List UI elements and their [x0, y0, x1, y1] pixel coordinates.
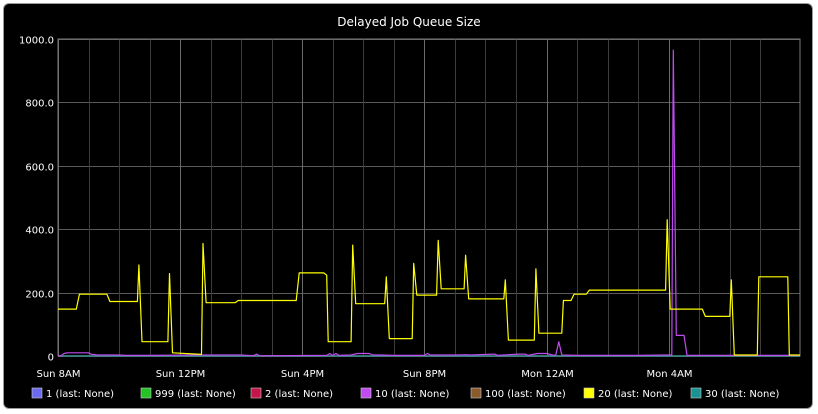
legend-label: 2 (last: None)	[265, 389, 333, 400]
plot-border	[57, 38, 801, 357]
legend-label: 999 (last: None)	[155, 389, 236, 400]
chart-title: Delayed Job Queue Size	[337, 15, 480, 29]
y-tick-label: 0	[48, 353, 54, 364]
legend-item: 2 (last: None)	[250, 387, 333, 400]
legend-label: 100 (last: None)	[485, 389, 566, 400]
legend-swatch	[31, 387, 43, 399]
legend-swatch	[250, 387, 262, 399]
y-tick-label: 1000.0	[19, 36, 54, 47]
y-tick-label: 200.0	[25, 290, 54, 301]
x-tick-label: Sun 12PM	[156, 369, 206, 380]
x-tick-label: Sun 8AM	[36, 369, 80, 380]
x-tick-label: Sun 8PM	[403, 369, 446, 380]
legend-label: 10 (last: None)	[375, 389, 449, 400]
legend-swatch	[690, 387, 702, 399]
legend-item: 999 (last: None)	[140, 387, 236, 400]
chart-frame	[3, 3, 813, 409]
legend-label: 20 (last: None)	[598, 389, 672, 400]
legend-item: 1 (last: None)	[31, 387, 114, 400]
legend-label: 30 (last: None)	[705, 389, 779, 400]
series-lines	[58, 49, 800, 357]
x-tick-label: Mon 4AM	[646, 369, 692, 380]
series-line-3	[58, 49, 800, 357]
legend: 1 (last: None) 999 (last: None) 2 (last: N…	[31, 387, 779, 400]
legend-swatch	[583, 387, 595, 399]
legend-swatch	[360, 387, 372, 399]
x-tick-label: Sun 4PM	[281, 369, 324, 380]
legend-item: 100 (last: None)	[470, 387, 566, 400]
legend-item: 10 (last: None)	[360, 387, 449, 400]
series-line-5	[58, 219, 800, 356]
legend-item: 20 (last: None)	[583, 387, 672, 400]
legend-swatch	[470, 387, 482, 399]
legend-label: 1 (last: None)	[46, 389, 114, 400]
legend-item: 30 (last: None)	[690, 387, 779, 400]
axes: 0 200.0 400.0 600.0 800.0 1000.0 Sun 8AM Sun 12…	[19, 36, 801, 380]
y-tick-label: 800.0	[25, 99, 54, 110]
x-tick-label: Mon 12AM	[521, 369, 573, 380]
y-tick-label: 600.0	[25, 163, 54, 174]
y-tick-label: 400.0	[25, 226, 54, 237]
legend-swatch	[140, 387, 152, 399]
